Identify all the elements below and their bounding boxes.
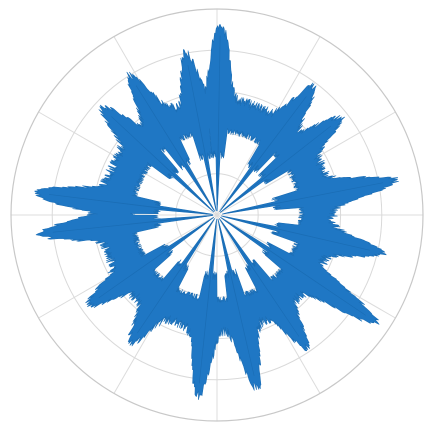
spike-13 [226, 182, 384, 214]
spike-0 [216, 35, 221, 206]
spike-4 [49, 194, 208, 215]
spike-15 [222, 96, 307, 208]
spike-9 [218, 224, 255, 376]
spike-7 [137, 223, 212, 334]
spike-8 [199, 224, 217, 384]
spike-5 [52, 215, 208, 233]
burst-area-series [34, 24, 399, 400]
spike-6 [98, 220, 209, 299]
spike-11 [225, 220, 366, 316]
spike-1 [187, 65, 216, 206]
spike-2 [135, 85, 213, 207]
data-series [34, 24, 399, 400]
spike-12 [226, 216, 370, 251]
spike-3 [111, 116, 210, 209]
spike-14 [224, 125, 331, 210]
spike-10 [222, 223, 300, 337]
outer-circle [10, 8, 424, 422]
